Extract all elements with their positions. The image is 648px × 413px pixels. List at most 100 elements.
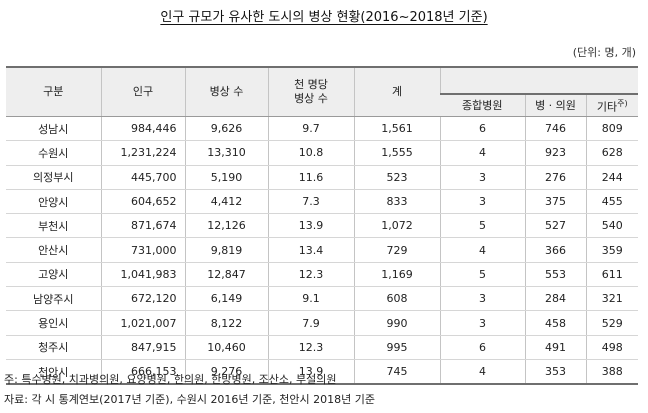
header-general: 종합병원 bbox=[440, 93, 525, 117]
cell-city: 의정부시 bbox=[6, 165, 101, 190]
cell-city: 청주시 bbox=[6, 335, 101, 360]
cell-beds: 10,460 bbox=[184, 335, 268, 360]
cell-general: 6 bbox=[439, 116, 525, 142]
table-row: 수원시 1,231,224 13,310 10.8 1,555 4 923 628 bbox=[6, 140, 639, 166]
cell-general: 3 bbox=[439, 286, 525, 312]
cell-other: 809 bbox=[585, 116, 639, 142]
cell-per-thousand: 7.3 bbox=[267, 189, 354, 215]
cell-general: 5 bbox=[439, 213, 525, 239]
table-title: 인구 규모가 유사한 도시의 병상 현황(2016~2018년 기준) bbox=[160, 10, 488, 25]
cell-population: 1,041,983 bbox=[100, 262, 185, 288]
cell-city: 천안시 bbox=[6, 359, 101, 386]
header-total: 계 bbox=[353, 66, 440, 117]
cell-total: 523 bbox=[353, 165, 440, 190]
cell-hospital-clinic: 746 bbox=[524, 116, 586, 142]
footnote-marker: 주) bbox=[617, 98, 628, 108]
cell-other: 611 bbox=[585, 262, 639, 288]
cell-other: 455 bbox=[585, 189, 639, 215]
cell-total: 1,555 bbox=[353, 140, 440, 166]
unit-label: (단위: 명, 개) bbox=[572, 46, 636, 59]
cell-total: 1,561 bbox=[353, 116, 440, 142]
cell-other: 540 bbox=[585, 213, 639, 239]
cell-general: 3 bbox=[439, 310, 525, 336]
cell-population: 1,231,224 bbox=[100, 140, 185, 166]
header-per-thousand: 천 명당 병상 수 bbox=[267, 66, 354, 117]
table-row: 성남시 984,446 9,626 9.7 1,561 6 746 809 bbox=[6, 116, 639, 142]
cell-city: 부천시 bbox=[6, 213, 101, 239]
header-group-spacer bbox=[439, 66, 639, 94]
cell-beds: 12,126 bbox=[184, 213, 268, 239]
cell-total: 1,072 bbox=[353, 213, 440, 239]
cell-other: 321 bbox=[585, 286, 639, 312]
table-row: 용인시 1,021,007 8,122 7.9 990 3 458 529 bbox=[6, 310, 639, 336]
cell-population: 871,674 bbox=[100, 213, 185, 239]
cell-total: 833 bbox=[353, 189, 440, 215]
cell-hospital-clinic: 276 bbox=[524, 165, 586, 190]
cell-city: 수원시 bbox=[6, 140, 101, 166]
cell-general: 4 bbox=[439, 359, 525, 386]
cell-per-thousand: 11.6 bbox=[267, 165, 354, 190]
cell-beds: 9,819 bbox=[184, 237, 268, 263]
table-body: 성남시 984,446 9,626 9.7 1,561 6 746 809 수원시 1,231,2… bbox=[6, 116, 639, 386]
header-hospital-clinic: 병 · 의원 bbox=[524, 93, 586, 117]
cell-population: 604,652 bbox=[100, 189, 185, 215]
cell-general: 5 bbox=[439, 262, 525, 288]
cell-hospital-clinic: 553 bbox=[524, 262, 586, 288]
header-beds: 병상 수 bbox=[184, 66, 268, 117]
cell-total: 608 bbox=[353, 286, 440, 312]
cell-per-thousand: 13.9 bbox=[267, 213, 354, 239]
cell-other: 498 bbox=[585, 335, 639, 360]
cell-hospital-clinic: 353 bbox=[524, 359, 586, 386]
cell-per-thousand: 12.3 bbox=[267, 335, 354, 360]
cell-general: 3 bbox=[439, 165, 525, 190]
table-row: 고양시 1,041,983 12,847 12.3 1,169 5 553 611 bbox=[6, 262, 639, 288]
cell-beds: 4,412 bbox=[184, 189, 268, 215]
header-other: 기타주) bbox=[585, 93, 639, 117]
table-row: 부천시 871,674 12,126 13.9 1,072 5 527 540 bbox=[6, 213, 639, 239]
table-row: 청주시 847,915 10,460 12.3 995 6 491 498 bbox=[6, 335, 639, 360]
cell-total: 1,169 bbox=[353, 262, 440, 288]
cell-other: 244 bbox=[585, 165, 639, 190]
cell-city: 용인시 bbox=[6, 310, 101, 336]
cell-other: 628 bbox=[585, 140, 639, 166]
cell-city: 안양시 bbox=[6, 189, 101, 215]
cell-general: 6 bbox=[439, 335, 525, 360]
cell-total: 745 bbox=[353, 359, 440, 386]
cell-city: 성남시 bbox=[6, 116, 101, 142]
cell-beds: 6,149 bbox=[184, 286, 268, 312]
cell-total: 995 bbox=[353, 335, 440, 360]
cell-other: 529 bbox=[585, 310, 639, 336]
cell-population: 847,915 bbox=[100, 335, 185, 360]
cell-hospital-clinic: 923 bbox=[524, 140, 586, 166]
header-population: 인구 bbox=[100, 66, 185, 117]
cell-per-thousand: 13.4 bbox=[267, 237, 354, 263]
cell-population: 672,120 bbox=[100, 286, 185, 312]
header-city: 구분 bbox=[6, 66, 101, 117]
cell-hospital-clinic: 284 bbox=[524, 286, 586, 312]
cell-hospital-clinic: 366 bbox=[524, 237, 586, 263]
table-row: 안산시 731,000 9,819 13.4 729 4 366 359 bbox=[6, 237, 639, 263]
cell-population: 445,700 bbox=[100, 165, 185, 190]
table-row: 천안시 666,153 9,276 13.9 745 4 353 388 bbox=[6, 359, 639, 386]
cell-beds: 8,122 bbox=[184, 310, 268, 336]
cell-total: 990 bbox=[353, 310, 440, 336]
cell-city: 남양주시 bbox=[6, 286, 101, 312]
cell-per-thousand: 12.3 bbox=[267, 262, 354, 288]
footnote: 주: 특수병원, 치과병의원, 요양병원, 한의원, 한방병원, 조산소, 부설… bbox=[4, 373, 337, 386]
cell-per-thousand: 10.8 bbox=[267, 140, 354, 166]
cell-hospital-clinic: 375 bbox=[524, 189, 586, 215]
cell-general: 4 bbox=[439, 140, 525, 166]
hospital-beds-table: 구분 인구 병상 수 천 명당 병상 수 계 종합병원 병 · 의원 기타주) … bbox=[6, 66, 639, 386]
cell-beds: 13,310 bbox=[184, 140, 268, 166]
cell-beds: 9,276 bbox=[184, 359, 268, 386]
cell-other: 388 bbox=[585, 359, 639, 386]
cell-other: 359 bbox=[585, 237, 639, 263]
cell-per-thousand: 9.7 bbox=[267, 116, 354, 142]
cell-hospital-clinic: 458 bbox=[524, 310, 586, 336]
cell-per-thousand: 9.1 bbox=[267, 286, 354, 312]
cell-population: 984,446 bbox=[100, 116, 185, 142]
cell-hospital-clinic: 491 bbox=[524, 335, 586, 360]
cell-hospital-clinic: 527 bbox=[524, 213, 586, 239]
cell-per-thousand: 13.9 bbox=[267, 359, 354, 386]
cell-total: 729 bbox=[353, 237, 440, 263]
